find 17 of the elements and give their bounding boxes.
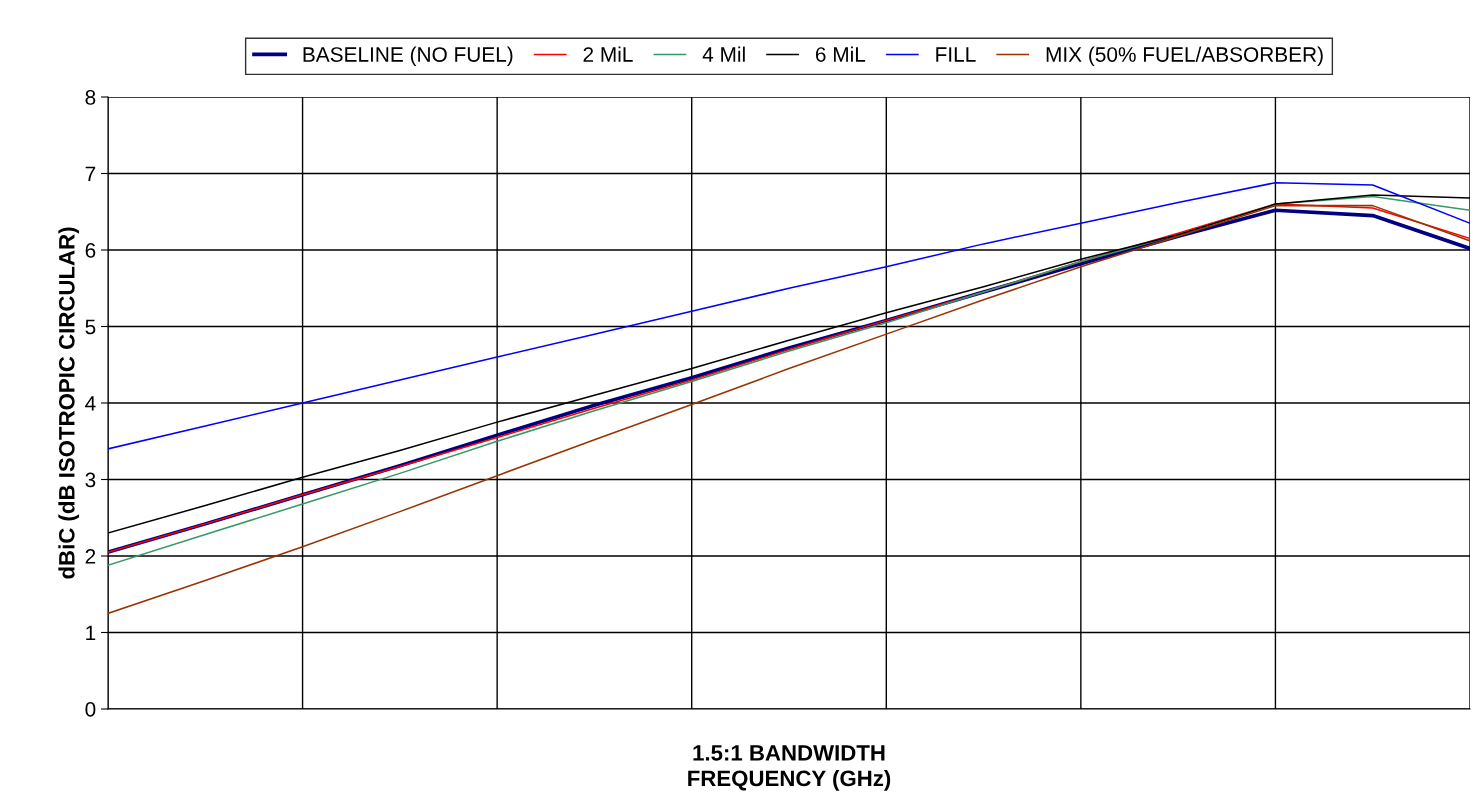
y-tick-label: 5 <box>85 319 96 335</box>
legend-label: FILL <box>936 47 976 62</box>
y-tick-label: 4 <box>85 396 96 411</box>
y-tick-label: 7 <box>85 166 96 182</box>
y-axis-title: dBiC (dB ISOTROPIC CIRCULAR) <box>58 227 80 579</box>
y-tick-label: 3 <box>85 472 96 488</box>
y-tick-label: 6 <box>85 243 96 258</box>
y-tick-label: 8 <box>85 90 96 105</box>
legend-label: BASELINE (NO FUEL) <box>303 46 513 66</box>
legend-label: 6 MiL <box>815 46 866 62</box>
y-tick-label: 2 <box>85 549 96 564</box>
legend-label: 4 Mil <box>702 46 745 62</box>
y-tick-label: 1 <box>86 625 96 641</box>
legend-label: MIX (50% FUEL/ABSORBER) <box>1046 46 1323 66</box>
x-axis-title: 1.5:1 BANDWIDTH FREQUENCY (GHz) <box>688 745 891 791</box>
y-tick-label: 0 <box>85 702 96 717</box>
legend-label: 2 MiL <box>583 46 633 62</box>
